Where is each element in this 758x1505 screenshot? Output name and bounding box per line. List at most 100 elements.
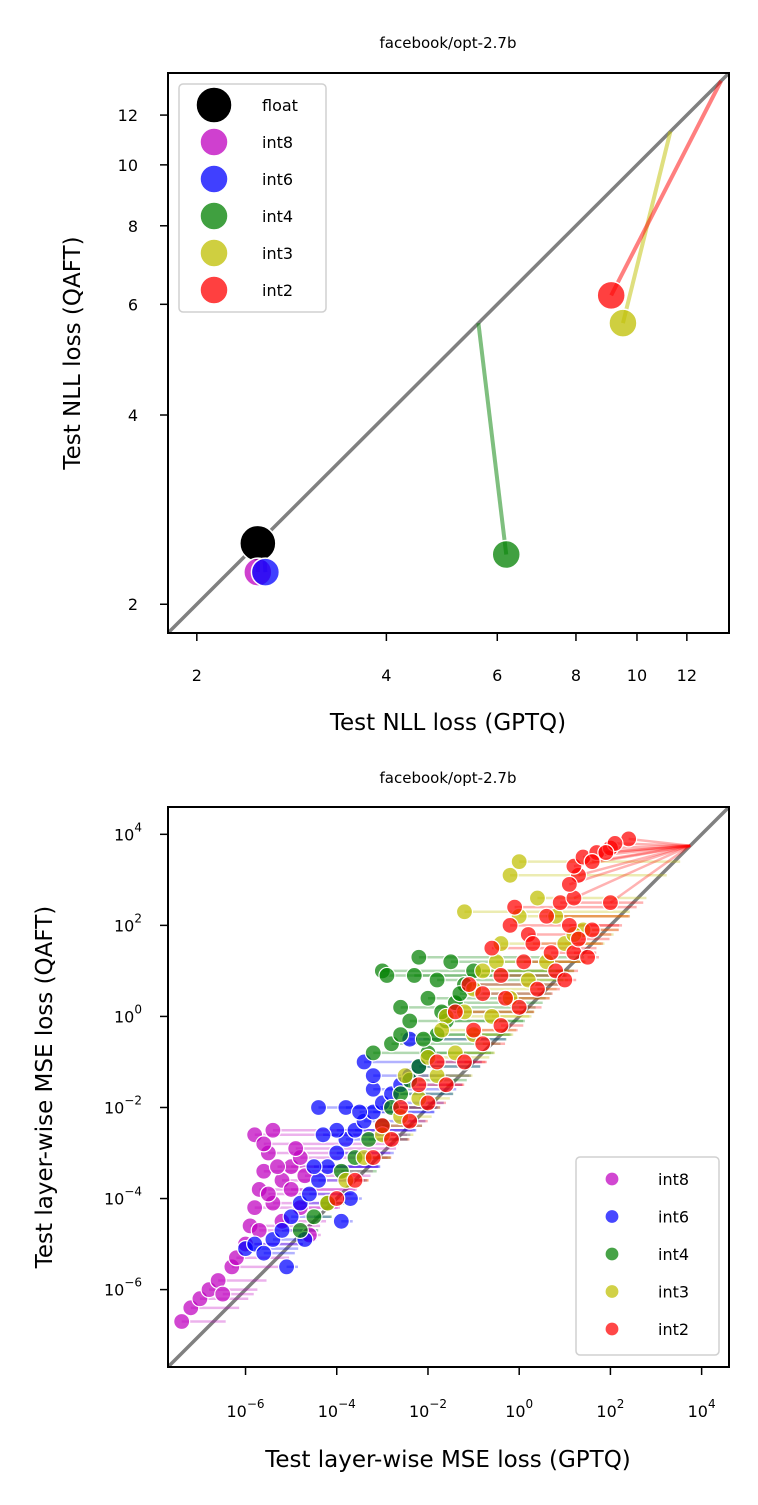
legend-box xyxy=(575,1156,720,1356)
point-int8 xyxy=(264,1121,282,1139)
legend-label-int2: int2 xyxy=(262,281,293,300)
y-tick-label: 4 xyxy=(128,406,138,425)
point-int4 xyxy=(414,1030,433,1048)
y-axis-ticks: 2 4 6 8 10 12 xyxy=(118,106,168,614)
point-int8 xyxy=(246,1199,264,1217)
point-int2 xyxy=(401,1112,419,1130)
point-int4 xyxy=(428,971,446,989)
point-int6 xyxy=(282,1208,300,1226)
x-tick-label: 6 xyxy=(492,666,502,685)
legend-marker-float xyxy=(195,86,233,124)
point-int2 xyxy=(597,843,615,862)
legend-marker-int2 xyxy=(604,1321,620,1337)
point-int2 xyxy=(537,907,556,925)
point-int6 xyxy=(273,1221,291,1240)
legend-label-int3: int3 xyxy=(262,244,293,263)
legend-label-int2: int2 xyxy=(658,1320,689,1339)
y-axis-label: Test layer-wise MSE loss (QAFT) xyxy=(32,906,58,1269)
point-int6 xyxy=(350,1103,369,1121)
x-tick-label: 104 xyxy=(688,1397,716,1421)
point-int3 xyxy=(528,889,547,907)
y-tick-label: 100 xyxy=(114,1002,142,1026)
point-float xyxy=(239,524,277,563)
y-tick-label: 8 xyxy=(128,217,138,236)
point-int8 xyxy=(173,1312,191,1331)
x-axis-ticks: 2 4 6 8 10 12 xyxy=(192,633,697,685)
point-int2 xyxy=(419,1094,437,1112)
legend-label-int8: int8 xyxy=(262,133,293,152)
legend-label-int3: int3 xyxy=(658,1283,689,1302)
point-int2 xyxy=(437,1076,455,1094)
point-int8 xyxy=(214,1285,232,1303)
point-int6 xyxy=(300,1185,318,1203)
connector-int4 xyxy=(476,322,509,555)
data-points xyxy=(239,280,638,587)
point-int2 xyxy=(569,930,588,948)
legend-marker-int6 xyxy=(604,1208,620,1225)
data-points xyxy=(173,830,638,1331)
legend-label-int4: int4 xyxy=(658,1245,689,1264)
point-int6 xyxy=(364,1067,382,1085)
legend-marker-int2 xyxy=(199,275,229,305)
y-tick-label: 10 xyxy=(118,156,138,175)
point-int8 xyxy=(287,1139,305,1158)
y-tick-label: 10−4 xyxy=(104,1185,142,1209)
point-int4 xyxy=(442,953,460,971)
point-int2 xyxy=(583,921,601,939)
point-int2 xyxy=(596,280,626,311)
legend-marker-int8 xyxy=(199,127,229,157)
point-int2 xyxy=(528,980,547,998)
point-int8 xyxy=(282,1180,300,1199)
point-int4 xyxy=(410,948,428,966)
point-int2 xyxy=(392,1098,410,1117)
legend: float int8 int6 int4 int3 int2 xyxy=(178,83,327,313)
point-int8 xyxy=(259,1185,277,1203)
x-axis-label: Test NLL loss (GPTQ) xyxy=(329,710,566,736)
legend: int8 int6 int4 int3 int2 xyxy=(575,1156,720,1356)
point-int2 xyxy=(506,898,524,916)
point-int2 xyxy=(483,939,501,957)
connector-int2 xyxy=(610,844,691,850)
point-int2 xyxy=(560,875,578,893)
point-int2 xyxy=(542,944,560,962)
chart-title: facebook/opt-2.7b xyxy=(380,769,517,787)
connector-int2 xyxy=(605,844,691,854)
point-int2 xyxy=(601,894,620,912)
point-int6 xyxy=(277,1258,296,1276)
point-int3 xyxy=(510,853,528,871)
mse-scatter-panel: facebook/opt-2.7b 10−6 10−4 10−2 100 102 104 … xyxy=(32,769,730,1473)
legend-label-int8: int8 xyxy=(658,1170,689,1189)
point-int2 xyxy=(373,1117,391,1135)
point-int6 xyxy=(305,1158,323,1176)
plot-frame xyxy=(167,806,730,1368)
legend-label-float: float xyxy=(262,96,298,115)
connector-int2 xyxy=(568,844,691,886)
connector-int2 xyxy=(609,844,691,904)
point-int4 xyxy=(378,966,396,985)
point-int2 xyxy=(515,953,533,971)
legend-label-int6: int6 xyxy=(658,1208,689,1227)
point-int8 xyxy=(268,1158,287,1176)
point-int3 xyxy=(433,1021,451,1039)
point-int3 xyxy=(608,308,638,338)
y-tick-label: 6 xyxy=(128,295,138,314)
legend-label-int6: int6 xyxy=(262,170,293,189)
y-tick-label: 102 xyxy=(114,911,142,935)
point-int4 xyxy=(291,1221,309,1240)
point-int2 xyxy=(474,985,492,1003)
y-axis-label: Test NLL loss (QAFT) xyxy=(60,236,86,470)
point-int3 xyxy=(455,903,474,921)
point-int2 xyxy=(464,1021,483,1039)
x-tick-label: 102 xyxy=(596,1397,624,1421)
point-int2 xyxy=(492,966,510,985)
legend-marker-int4 xyxy=(199,201,229,231)
chart-title: facebook/opt-2.7b xyxy=(380,34,517,52)
point-int2 xyxy=(410,1076,428,1094)
y-tick-label: 2 xyxy=(128,595,138,614)
y-tick-label: 10−6 xyxy=(104,1276,142,1300)
point-int3 xyxy=(474,962,492,980)
point-int2 xyxy=(446,1003,464,1021)
connector-int2 xyxy=(573,844,691,900)
x-tick-label: 10 xyxy=(627,666,647,685)
